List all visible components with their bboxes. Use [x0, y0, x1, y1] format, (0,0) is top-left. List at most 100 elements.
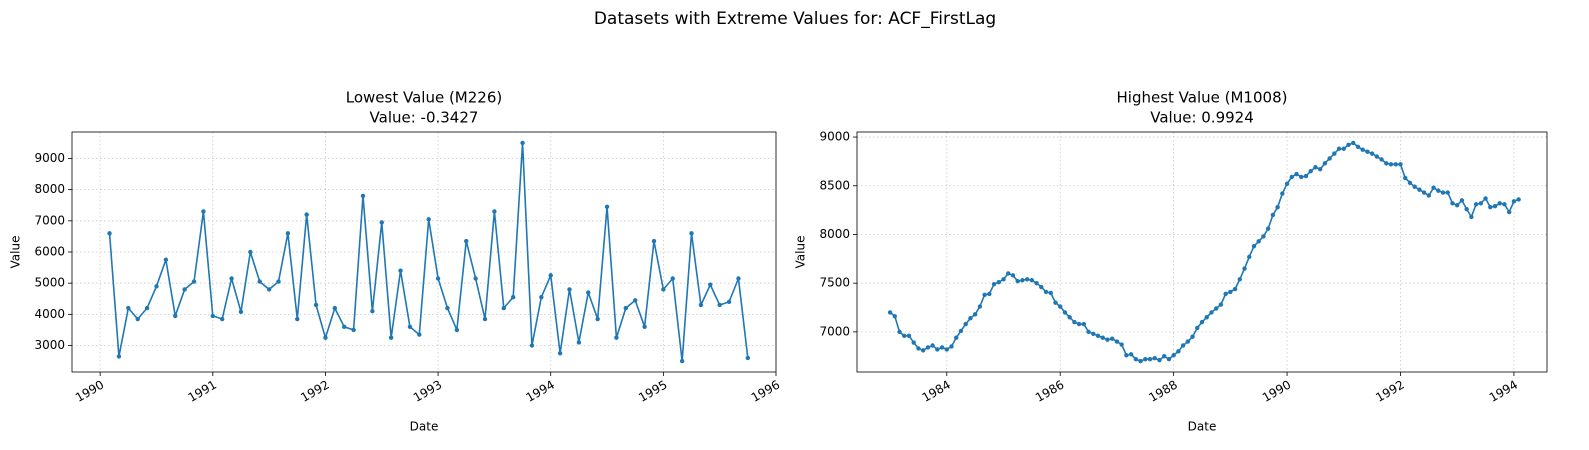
- data-point: [1166, 356, 1172, 362]
- data-point: [342, 324, 347, 330]
- y-tick-label: 7000: [34, 213, 65, 227]
- data-point: [1289, 174, 1294, 180]
- data-point: [1374, 154, 1380, 159]
- data-point: [1006, 271, 1011, 276]
- x-axis-label: Date: [410, 420, 439, 434]
- data-point: [445, 305, 450, 311]
- data-point: [982, 292, 987, 298]
- data-point: [276, 279, 281, 284]
- data-point: [1403, 175, 1408, 181]
- y-axis-label: Value: [9, 236, 23, 269]
- data-point: [996, 279, 1001, 285]
- data-point: [1506, 209, 1512, 215]
- data-point: [1185, 339, 1191, 344]
- x-tick-label: 1996: [749, 378, 782, 405]
- data-point: [958, 328, 964, 334]
- data-point: [1379, 157, 1384, 162]
- data-point: [1384, 161, 1389, 166]
- data-point: [567, 287, 572, 292]
- data-point: [1161, 354, 1167, 359]
- data-point: [144, 305, 150, 311]
- data-point: [1308, 168, 1313, 174]
- data-point: [1346, 142, 1351, 148]
- x-tick-label: 1984: [920, 378, 953, 405]
- y-tick-label: 5000: [34, 276, 65, 290]
- data-point: [1426, 193, 1432, 198]
- data-point: [576, 340, 582, 345]
- panel-title: Lowest Value (M226): [346, 89, 502, 107]
- data-point: [1176, 349, 1181, 354]
- data-point: [586, 290, 591, 295]
- data-point: [1076, 321, 1082, 327]
- data-point: [1450, 201, 1455, 206]
- y-tick-label: 8500: [819, 178, 850, 192]
- data-point: [295, 316, 300, 322]
- y-axis-label: Value: [794, 236, 808, 269]
- data-point: [219, 316, 225, 322]
- y-tick-label: 9000: [34, 151, 65, 165]
- data-point: [548, 273, 553, 278]
- data-point: [116, 354, 122, 359]
- data-point: [968, 316, 973, 321]
- data-point: [745, 355, 751, 361]
- data-point: [304, 212, 309, 217]
- data-point: [1015, 279, 1020, 284]
- data-point: [1478, 201, 1484, 206]
- plot-frame: [856, 131, 1548, 373]
- y-tick-label: 8000: [34, 182, 65, 196]
- data-point: [623, 305, 629, 311]
- plot-frame: [71, 131, 777, 373]
- data-point: [210, 313, 215, 319]
- data-point: [892, 314, 898, 319]
- data-point: [182, 287, 187, 292]
- data-point: [435, 276, 441, 281]
- data-point: [191, 279, 197, 284]
- x-tick-label: 1992: [1373, 378, 1406, 405]
- data-point: [614, 335, 619, 340]
- data-point: [717, 302, 722, 308]
- data-point: [1369, 151, 1375, 156]
- data-point: [1261, 234, 1266, 239]
- data-point: [1251, 243, 1257, 249]
- data-point: [1034, 280, 1039, 286]
- data-point: [529, 343, 535, 348]
- data-point: [1407, 180, 1413, 186]
- data-point: [1275, 204, 1280, 210]
- data-point: [1209, 310, 1214, 315]
- data-point: [1204, 315, 1209, 320]
- data-point: [1067, 315, 1072, 320]
- data-point: [248, 249, 253, 255]
- data-point: [670, 276, 675, 281]
- data-point: [1072, 319, 1077, 325]
- data-point: [379, 220, 384, 225]
- data-point: [944, 347, 949, 352]
- data-point: [1081, 321, 1087, 327]
- data-point: [1459, 198, 1465, 203]
- data-point: [1393, 162, 1398, 167]
- data-point: [925, 345, 931, 350]
- data-point: [1516, 197, 1521, 202]
- data-point: [1128, 352, 1134, 357]
- data-point: [1488, 204, 1493, 210]
- data-point: [1223, 291, 1228, 297]
- data-point: [1360, 147, 1365, 152]
- data-point: [510, 294, 516, 300]
- data-point: [1327, 156, 1332, 161]
- y-tick-label: 4000: [34, 307, 65, 321]
- data-point: [1351, 140, 1356, 146]
- data-point: [1303, 173, 1309, 179]
- data-point: [1284, 181, 1290, 187]
- data-point: [360, 193, 366, 199]
- data-point: [1270, 212, 1276, 218]
- data-point: [454, 327, 460, 333]
- x-tick-label: 1992: [298, 378, 331, 405]
- data-point: [388, 335, 394, 340]
- data-point: [1100, 335, 1105, 340]
- x-tick-label: 1990: [73, 378, 106, 405]
- data-point: [1010, 273, 1016, 278]
- data-point: [1464, 206, 1469, 212]
- data-point: [916, 346, 921, 351]
- data-point: [1218, 302, 1224, 307]
- data-point: [482, 316, 488, 322]
